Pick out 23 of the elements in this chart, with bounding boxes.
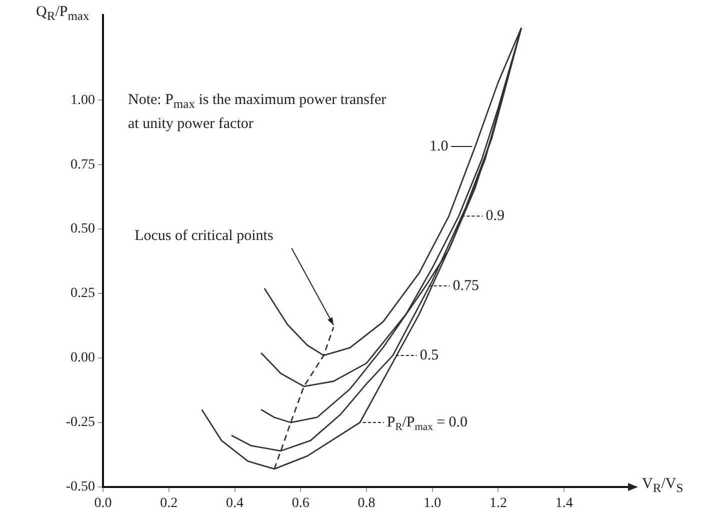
y-tick-label: -0.50 [66,480,95,495]
annotation: Note: P$_{max}$ is the maximum power transfer at unity power factor [128,91,388,134]
x-axis-title: V$_{R}$/V$_{S}$ [642,476,684,496]
y-tick-label: 0.00 [70,350,95,366]
x-tick-label: 1.2 [490,496,507,512]
x-tick-label: 0.2 [160,496,178,512]
y-tick-label: 0.25 [70,286,95,302]
x-tick-label: 0.8 [358,496,376,512]
y-axis-title: Q$_{R}$/P$_{max}$ [36,4,90,24]
y-tick-label: 0.50 [70,222,95,237]
x-tick-label: 0.6 [292,496,310,512]
y-tick-label: 1.00 [70,92,95,108]
x-tick-label: 1.4 [555,496,573,512]
x-tick-label: 0.4 [226,496,244,512]
y-tick-label: 0.75 [70,157,95,172]
x-tick-label: 1.0 [424,496,442,512]
series-label: 1.0 [429,138,448,154]
y-tick-label: -0.25 [66,415,95,430]
series-label: 0.5 [420,347,439,364]
x-tick-label: 0.0 [94,496,112,512]
series-label: 0.9 [486,208,504,224]
annotation: Locus of critical points [134,228,274,244]
series-label: 0.75 [452,278,480,294]
